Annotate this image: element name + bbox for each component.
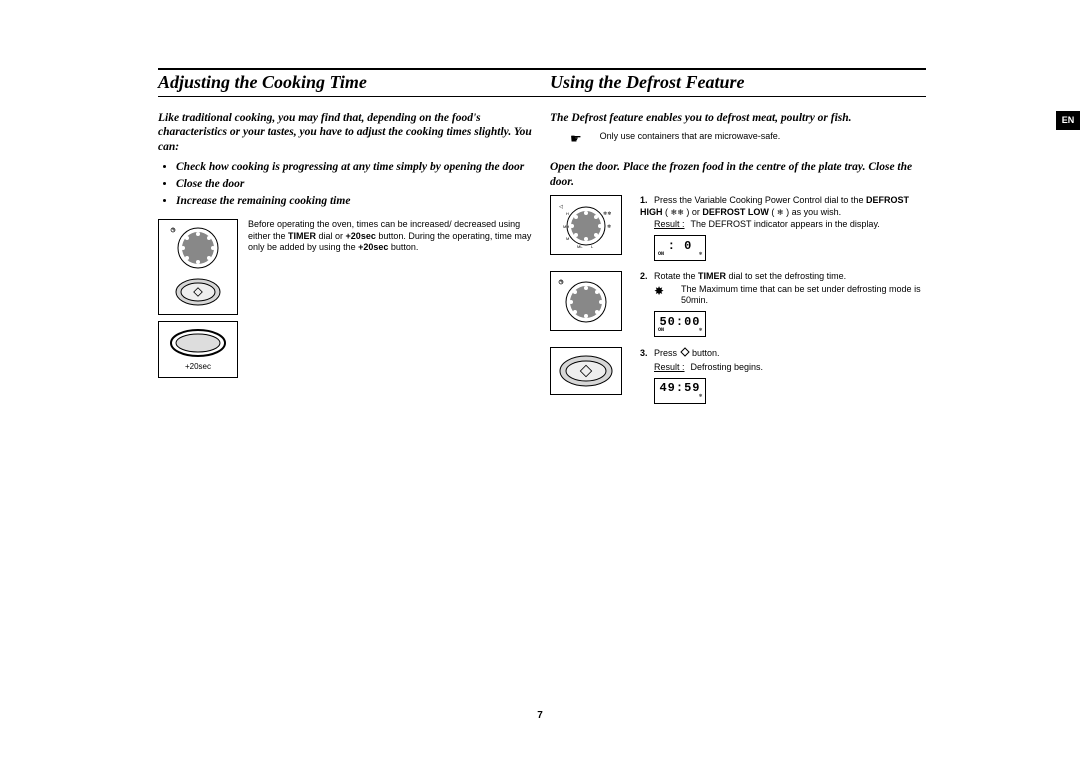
result-label: Result : [654, 362, 685, 374]
timer-dial-illustration [550, 271, 622, 331]
lcd-sub-left: ON [658, 328, 664, 333]
text-fragment: ( [663, 207, 671, 217]
svg-text:❄❄: ❄❄ [603, 211, 611, 217]
left-heading: Adjusting the Cooking Time [158, 72, 538, 93]
pointing-hand-icon: ☛ [570, 131, 582, 148]
page-number: 7 [0, 710, 1080, 721]
lcd-main: : 0 [668, 240, 693, 252]
timer-dial-illustration [158, 219, 238, 315]
step-number: 2. [640, 271, 654, 283]
result-label: Result : [654, 219, 685, 231]
left-intro-paragraph: Like traditional cooking, you may find t… [158, 111, 538, 154]
timer-bold: TIMER [288, 231, 316, 241]
step-3-row: 3.Press button. Result : Defrosting begi… [550, 347, 930, 403]
plus20sec-label: +20sec [185, 362, 211, 371]
right-intro-2: Open the door. Place the frozen food in … [550, 160, 930, 189]
step-2-text: 2.Rotate the TIMER dial to set the defro… [640, 271, 930, 337]
plus20sec-bold: +20sec [346, 231, 376, 241]
right-heading: Using the Defrost Feature [550, 72, 930, 93]
result-text: Defrosting begins. [691, 362, 764, 374]
right-intro-1: The Defrost feature enables you to defro… [550, 111, 930, 125]
text-fragment: button. [692, 348, 720, 358]
svg-text:ML: ML [577, 244, 583, 249]
text-fragment: ) as you wish. [784, 207, 842, 217]
top-rule [158, 68, 926, 70]
left-column: Adjusting the Cooking Time Like traditio… [158, 72, 538, 378]
defrost-low-bold: DEFROST LOW [702, 207, 769, 217]
text-fragment: dial or [316, 231, 346, 241]
lcd-display-3: 49:59 ❄ [654, 378, 706, 404]
bullet-item: Increase the remaining cooking time [176, 194, 538, 209]
lcd-sub-right: ❄ [699, 394, 702, 399]
lcd-display-1: : 0 ON ❄ [654, 235, 706, 261]
svg-text:L: L [591, 244, 594, 249]
step-number: 3. [640, 348, 654, 360]
lcd-sub-left: ON [658, 252, 664, 257]
svg-text:H: H [566, 211, 569, 216]
bullet-item: Check how cooking is progressing at any … [176, 160, 538, 175]
left-bullet-list: Check how cooking is progressing at any … [176, 160, 538, 209]
language-tab-en: EN [1056, 111, 1080, 130]
defrost-low-icon: ❄ [777, 208, 784, 217]
safety-note: ☛ Only use containers that are microwave… [570, 131, 930, 148]
lcd-main: 49:59 [659, 382, 700, 394]
oval-button-svg [167, 328, 229, 358]
bullet-item: Close the door [176, 177, 538, 192]
start-icon [680, 347, 690, 361]
result-text: The DEFROST indicator appears in the dis… [691, 219, 880, 231]
lcd-display-2: 50:00 ON ❄ [654, 311, 706, 337]
step-2-row: 2.Rotate the TIMER dial to set the defro… [550, 271, 930, 337]
text-fragment: ) or [684, 207, 703, 217]
start-button-svg [555, 352, 617, 390]
start-button-illustration [550, 347, 622, 395]
svg-text:M: M [566, 236, 569, 241]
right-column: Using the Defrost Feature The Defrost fe… [550, 72, 930, 414]
svg-text:MH: MH [563, 224, 569, 229]
timer-dial-svg [555, 276, 617, 326]
dial-and-button-svg [167, 224, 229, 310]
timer-bold: TIMER [698, 271, 726, 281]
text-fragment: Rotate the [654, 271, 698, 281]
lcd-sub-right: ❄ [699, 252, 702, 257]
note-text: Only use containers that are microwave-s… [600, 131, 781, 148]
text-fragment: ( [769, 207, 777, 217]
left-body-text: Before operating the oven, times can be … [248, 219, 538, 378]
step-3-text: 3.Press button. Result : Defrosting begi… [640, 347, 930, 403]
power-dial-illustration: ◁ H MH M ML L ❄❄ ❄ [550, 195, 622, 255]
svg-text:❄: ❄ [607, 224, 611, 230]
defrost-high-icon: ❄❄ [671, 208, 684, 217]
text-fragment: Press the Variable Cooking Power Control… [654, 195, 866, 205]
svg-text:◁: ◁ [559, 204, 563, 210]
plus20sec-button-illustration: +20sec [158, 321, 238, 378]
lcd-sub-right: ❄ [699, 328, 702, 333]
text-fragment: dial to set the defrosting time. [726, 271, 846, 281]
plus20sec-bold: +20sec [358, 242, 388, 252]
text-fragment: button. [388, 242, 418, 252]
step-1-row: ◁ H MH M ML L ❄❄ ❄ 1.Press the Variable … [550, 195, 930, 261]
lcd-main: 50:00 [659, 316, 700, 328]
star-note-icon: ✸ [654, 284, 667, 307]
note-text: The Maximum time that can be set under d… [681, 284, 930, 307]
step-1-text: 1.Press the Variable Cooking Power Contr… [640, 195, 930, 261]
step-number: 1. [640, 195, 654, 207]
power-dial-svg: ◁ H MH M ML L ❄❄ ❄ [555, 200, 617, 250]
text-fragment: Press [654, 348, 680, 358]
